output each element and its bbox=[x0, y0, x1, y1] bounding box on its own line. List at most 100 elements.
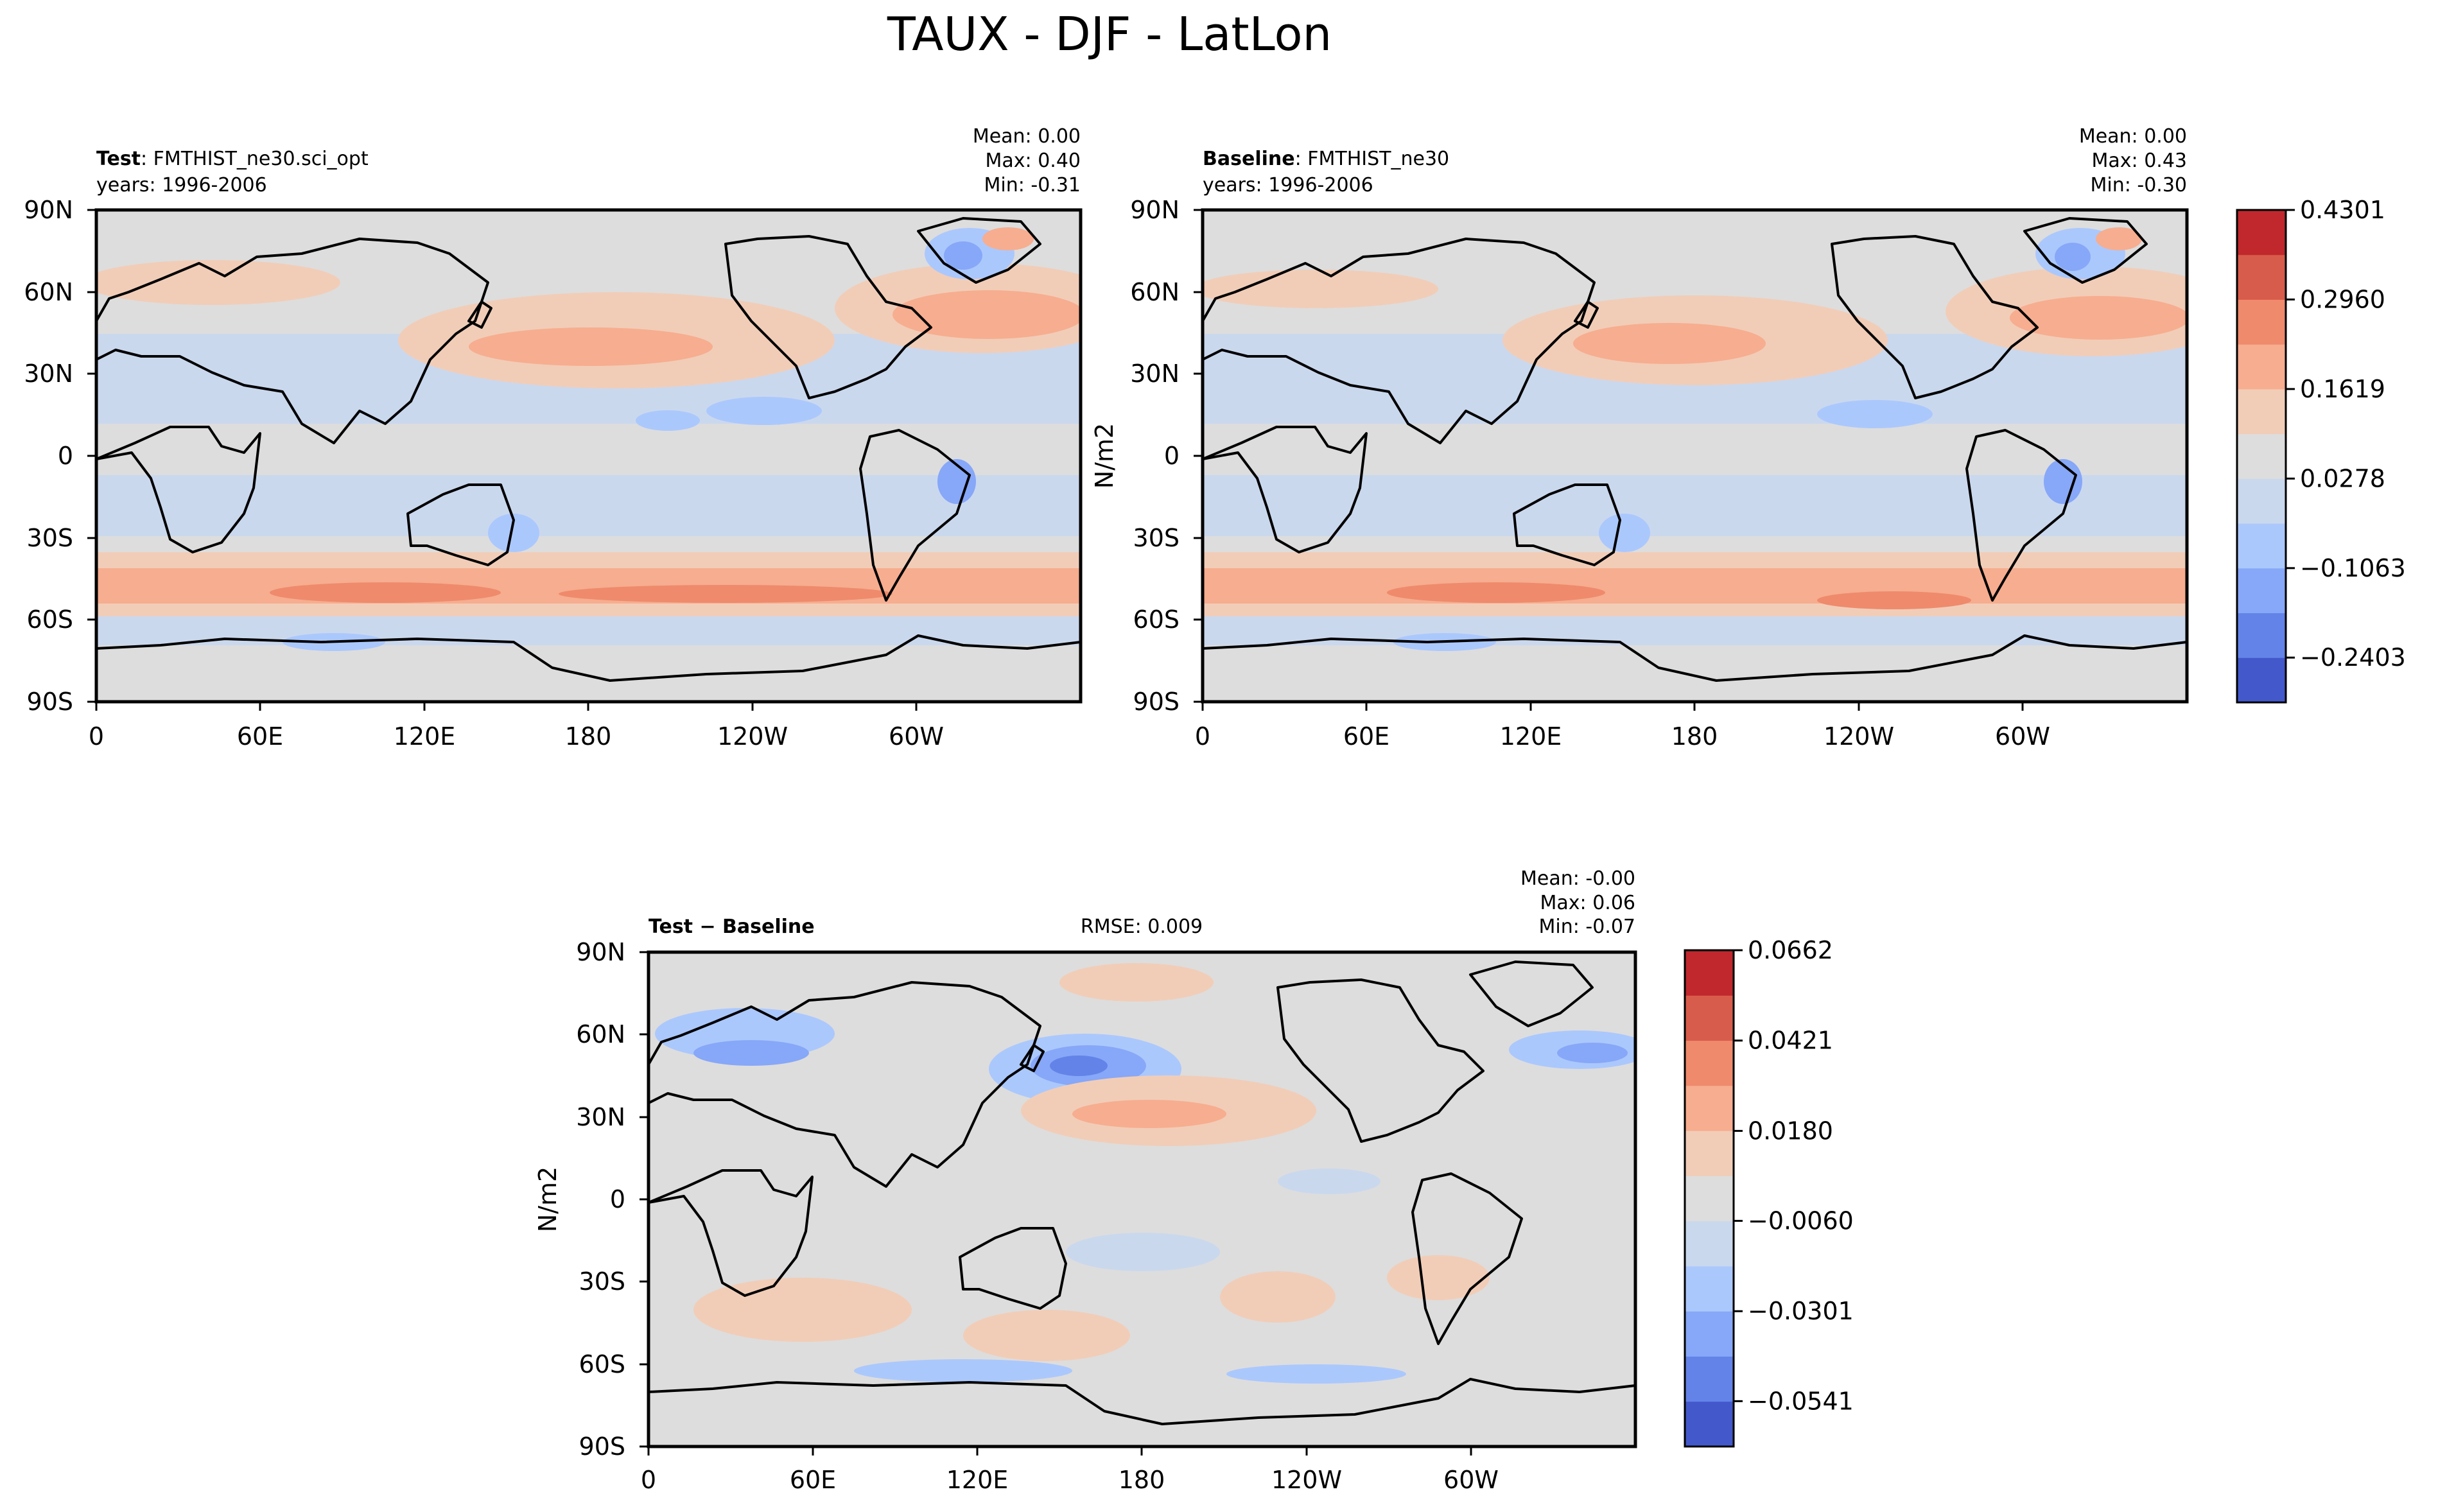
panel-test-axes bbox=[87, 209, 918, 711]
y-tick-label: 90N bbox=[24, 196, 73, 224]
x-tick-label: 120W bbox=[717, 722, 788, 751]
colorbar-level-swatch bbox=[2237, 433, 2286, 479]
field-blob bbox=[1220, 1271, 1336, 1323]
colorbar-top-blocks bbox=[2237, 210, 2286, 703]
colorbar-level-swatch bbox=[2237, 254, 2286, 300]
y-tick-label: 60S bbox=[1133, 605, 1180, 634]
x-tick-label: 120E bbox=[394, 722, 456, 751]
colorbar-diff-blocks bbox=[1685, 950, 1734, 1447]
panel-test-years: years: 1996-2006 bbox=[96, 174, 267, 196]
field-blob bbox=[270, 582, 501, 603]
colorbar-level-swatch bbox=[2237, 613, 2286, 658]
colorbar-level-swatch bbox=[1685, 1311, 1734, 1357]
colorbar-level-swatch bbox=[2237, 523, 2286, 569]
field-blob bbox=[982, 227, 1034, 250]
y-tick-label: 90N bbox=[1130, 196, 1180, 224]
north-america-outline bbox=[724, 235, 932, 399]
panel-diff-ylabel: N/m2 bbox=[534, 1167, 562, 1232]
colorbar-level-swatch bbox=[1685, 950, 1734, 996]
y-tick-label: 30N bbox=[24, 360, 73, 388]
colorbar-diff: 0.0662 0.0421 0.0180 −0.0060 −0.0301 −0.0541 bbox=[1684, 936, 1854, 1448]
colorbar-level-swatch bbox=[1685, 1356, 1734, 1402]
panel-diff-ticklabels: 90N 60N 30N 0 30S 60S 90S 0 60E 120E 180… bbox=[576, 938, 1499, 1494]
x-tick-label: 0 bbox=[641, 1466, 656, 1494]
field-blob bbox=[559, 585, 892, 603]
field-blob bbox=[963, 1310, 1130, 1361]
panel-baseline-stat-max: Max: 0.43 bbox=[2092, 150, 2187, 172]
greenland-outline bbox=[1469, 960, 1594, 1027]
africa-outline bbox=[96, 426, 261, 553]
field-blob bbox=[2044, 459, 2082, 504]
australia-outline bbox=[959, 1227, 1067, 1310]
colorbar-tick-label: 0.1619 bbox=[2300, 375, 2385, 403]
panel-test-coastlines bbox=[96, 217, 1081, 682]
panel-baseline-label: Baseline: FMTHIST_ne30 bbox=[1203, 148, 1449, 170]
greenland-outline bbox=[917, 217, 1041, 284]
field-blob bbox=[1226, 1364, 1406, 1384]
x-tick-label: 60W bbox=[1443, 1466, 1499, 1494]
colorbar-tick-label: 0.0180 bbox=[1748, 1117, 1833, 1145]
field-blob bbox=[693, 1040, 809, 1066]
y-tick-label: 30S bbox=[1133, 524, 1180, 552]
y-tick-label: 60S bbox=[27, 605, 73, 634]
panel-diff-stat-max: Max: 0.06 bbox=[1540, 892, 1635, 914]
panel-diff-stat-mean: Mean: -0.00 bbox=[1520, 867, 1635, 890]
x-tick-label: 0 bbox=[89, 722, 104, 751]
panel-diff-field bbox=[649, 952, 1635, 1447]
colorbar-tick-label: 0.2960 bbox=[2300, 285, 2385, 313]
y-tick-label: 60N bbox=[24, 278, 73, 306]
panel-test-map bbox=[96, 210, 1081, 702]
panel-baseline-stat-mean: Mean: 0.00 bbox=[2079, 125, 2187, 148]
colorbar-tick-label: 0.4301 bbox=[2300, 196, 2385, 224]
colorbar-level-swatch bbox=[1685, 1131, 1734, 1176]
colorbar-diff-frame bbox=[1684, 949, 1735, 1448]
colorbar-diff-ticks: 0.0662 0.0421 0.0180 −0.0060 −0.0301 −0.0541 bbox=[1734, 936, 1854, 1415]
colorbar-level-swatch bbox=[1685, 995, 1734, 1041]
panel-test-field bbox=[96, 210, 1081, 702]
panel-baseline-map bbox=[1203, 210, 2187, 702]
colorbar-tick-label: −0.0060 bbox=[1748, 1207, 1854, 1235]
panel-baseline-axes bbox=[1194, 209, 2024, 711]
australia-outline bbox=[406, 483, 515, 566]
south-america-outline bbox=[1965, 429, 2077, 602]
field-blob bbox=[944, 241, 982, 270]
field-blob bbox=[469, 327, 713, 366]
antarctica-outline bbox=[96, 634, 1081, 682]
y-tick-label: 60N bbox=[576, 1020, 625, 1048]
y-tick-label: 60N bbox=[1130, 278, 1180, 306]
colorbar-level-swatch bbox=[1685, 1040, 1734, 1086]
field-blob bbox=[1557, 1043, 1628, 1063]
panel-baseline-ticklabels: 90N 60N 30N 0 30S 60S 90S 0 60E 120E 180… bbox=[1130, 196, 2050, 751]
x-tick-label: 180 bbox=[1671, 722, 1718, 751]
colorbar-level-swatch bbox=[2237, 299, 2286, 345]
x-tick-label: 60W bbox=[889, 722, 944, 751]
y-tick-label: 90S bbox=[1133, 688, 1180, 716]
field-blob bbox=[1278, 1169, 1380, 1194]
field-band bbox=[96, 475, 1081, 536]
panel-baseline-stat-min: Min: -0.30 bbox=[2091, 174, 2188, 196]
panel-test-label: Test: FMTHIST_ne30.sci_opt bbox=[96, 148, 369, 170]
x-tick-label: 180 bbox=[1119, 1466, 1165, 1494]
x-tick-label: 60W bbox=[1995, 722, 2050, 751]
field-band bbox=[1203, 616, 2187, 645]
panel-test-stat-mean: Mean: 0.00 bbox=[973, 125, 1081, 148]
y-tick-label: 90S bbox=[579, 1432, 625, 1461]
y-tick-label: 30N bbox=[1130, 360, 1180, 388]
panel-diff-rmse: RMSE: 0.009 bbox=[1081, 916, 1203, 938]
colorbar-top: 0.4301 0.2960 0.1619 0.0278 −0.1063 −0.2403 bbox=[2236, 196, 2406, 704]
colorbar-tick-label: 0.0662 bbox=[1748, 936, 1833, 964]
colorbar-level-swatch bbox=[1685, 1085, 1734, 1131]
field-band bbox=[1203, 475, 2187, 536]
x-tick-label: 0 bbox=[1195, 722, 1210, 751]
x-tick-label: 120W bbox=[1271, 1466, 1342, 1494]
y-tick-label: 30N bbox=[576, 1103, 625, 1131]
panel-diff-stat-min: Min: -0.07 bbox=[1539, 916, 1636, 938]
japan-outline bbox=[1574, 300, 1599, 329]
field-blob bbox=[1817, 591, 1971, 609]
colorbar-level-swatch bbox=[2237, 344, 2286, 390]
figure-title: TAUX - DJF - LatLon bbox=[887, 7, 1332, 61]
y-tick-label: 0 bbox=[610, 1185, 625, 1213]
panel-diff-axes bbox=[640, 951, 1472, 1456]
field-blob bbox=[693, 1278, 912, 1342]
africa-outline bbox=[1203, 426, 1368, 553]
